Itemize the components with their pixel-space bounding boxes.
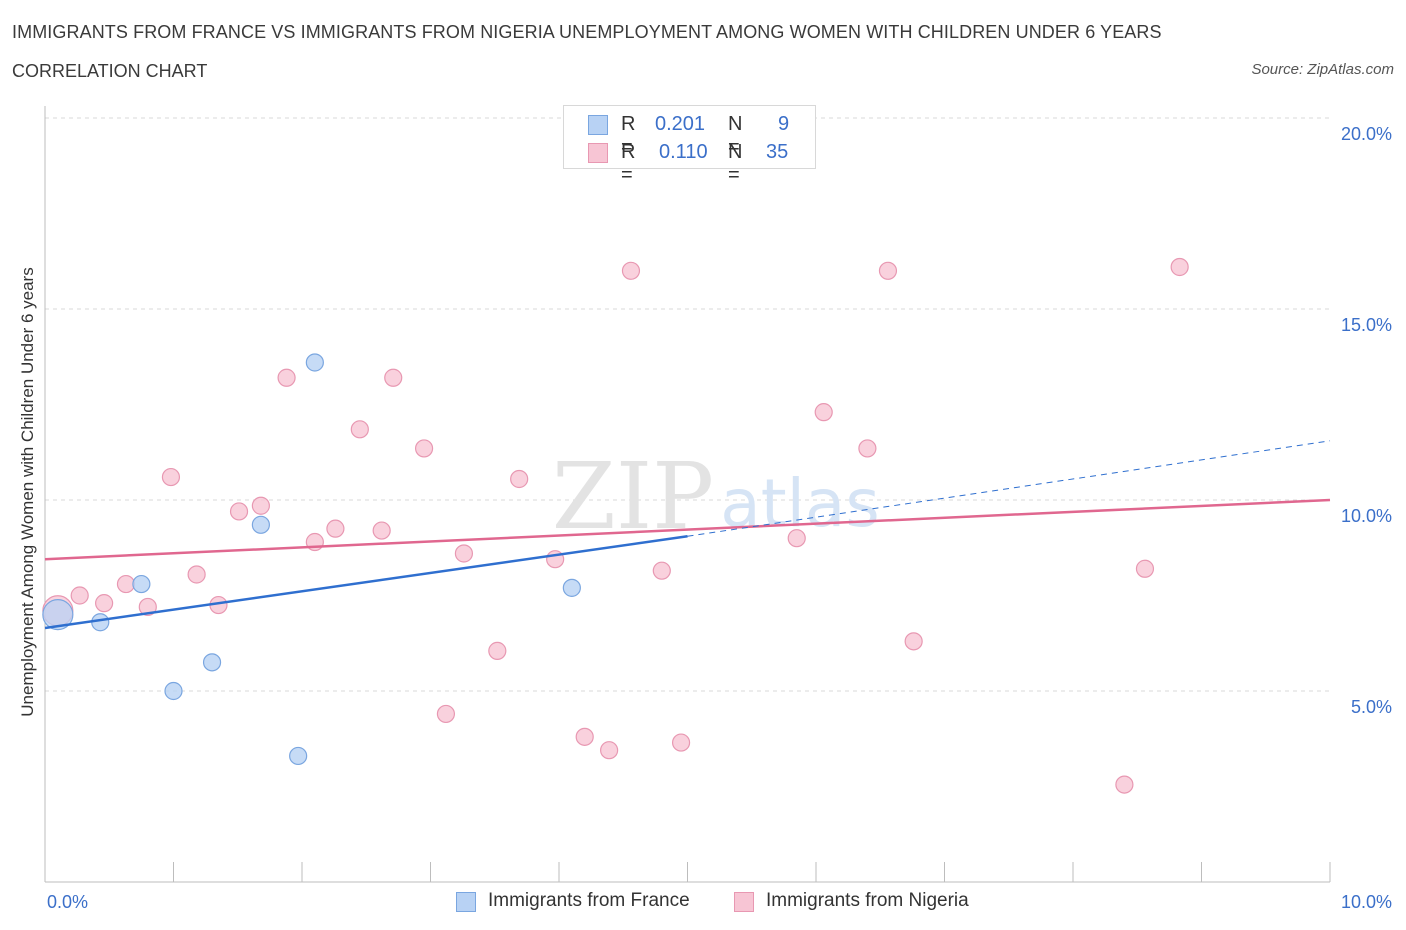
chart-title: IMMIGRANTS FROM FRANCE VS IMMIGRANTS FRO… — [12, 22, 1162, 42]
axes — [44, 106, 1331, 883]
y-axis-label: Unemployment Among Women with Children U… — [18, 267, 37, 717]
nigeria-point — [488, 641, 507, 660]
nigeria-point — [229, 502, 249, 521]
france-point — [562, 578, 581, 597]
nigeria-point — [575, 727, 594, 746]
y-tick-label: 15.0% — [1341, 315, 1392, 335]
france-trend-extension — [687, 440, 1331, 537]
nigeria-point — [414, 439, 434, 458]
nigeria-point — [1170, 257, 1189, 277]
trend-lines — [44, 440, 1331, 630]
nigeria-point — [277, 368, 296, 387]
x-tick-label: 0.0% — [47, 892, 88, 912]
watermark-atlas: atlas — [720, 465, 880, 542]
nigeria-point — [384, 368, 403, 387]
france-point — [91, 613, 110, 632]
france-point — [164, 681, 183, 701]
data-points — [42, 257, 1189, 794]
nigeria-point — [454, 544, 474, 563]
nigeria-point — [878, 261, 898, 280]
n-label: N = — [728, 113, 743, 158]
nigeria-point — [1135, 559, 1155, 578]
r-label: R = — [621, 141, 636, 186]
nigeria-point — [858, 439, 877, 458]
france-point — [305, 353, 324, 372]
nigeria-legend-swatch — [734, 892, 754, 912]
nigeria-swatch — [588, 143, 608, 163]
france-legend-swatch — [456, 892, 476, 912]
nigeria-n-value: 35 — [766, 141, 789, 163]
france-swatch — [588, 115, 608, 135]
nigeria-point — [251, 496, 270, 515]
grid — [45, 117, 1330, 692]
france-legend-label: Immigrants from France — [488, 890, 690, 911]
n-label: N = — [728, 141, 743, 186]
nigeria-point — [600, 741, 619, 760]
nigeria-point — [95, 594, 114, 613]
y-tick-label: 5.0% — [1351, 697, 1392, 717]
france-point — [42, 598, 74, 631]
tick-labels: 5.0% 10.0% 15.0% 20.0% 0.0% 10.0% — [47, 124, 1392, 912]
nigeria-point — [326, 519, 345, 538]
y-tick-label: 20.0% — [1341, 124, 1392, 144]
x-tick-label: 10.0% — [1341, 892, 1392, 912]
nigeria-point — [904, 632, 923, 651]
nigeria-point — [436, 704, 456, 724]
nigeria-point — [787, 529, 806, 548]
nigeria-legend-label: Immigrants from Nigeria — [766, 890, 969, 911]
nigeria-r-value: 0.110 — [659, 141, 708, 163]
france-r-value: 0.201 — [655, 113, 706, 135]
chart-subtitle: CORRELATION CHART — [12, 61, 208, 81]
france-point — [132, 574, 151, 594]
nigeria-trend-line — [44, 498, 1331, 561]
nigeria-point — [138, 597, 157, 617]
france-trend-line — [44, 535, 688, 630]
france-n-value: 9 — [778, 113, 790, 135]
nigeria-point — [372, 521, 391, 540]
source-note: Source: ZipAtlas.com — [1251, 61, 1394, 78]
r-label: R = — [621, 113, 636, 158]
nigeria-point — [350, 420, 369, 439]
watermark: ZIP atlas — [552, 443, 880, 550]
nigeria-point — [652, 561, 671, 580]
nigeria-point — [70, 586, 89, 605]
nigeria-point — [621, 261, 641, 280]
france-point — [289, 746, 308, 766]
nigeria-point — [814, 403, 833, 422]
france-point — [202, 653, 222, 672]
nigeria-point — [187, 565, 206, 584]
nigeria-point — [161, 467, 181, 487]
stats-legend: R = 0.201 N = 9 R = 0.110 N = 35 — [563, 105, 816, 186]
nigeria-point — [671, 733, 691, 752]
y-tick-label: 10.0% — [1341, 506, 1392, 526]
france-point — [251, 515, 270, 534]
nigeria-point — [1115, 775, 1134, 794]
nigeria-point — [116, 574, 136, 594]
nigeria-point — [510, 469, 529, 489]
